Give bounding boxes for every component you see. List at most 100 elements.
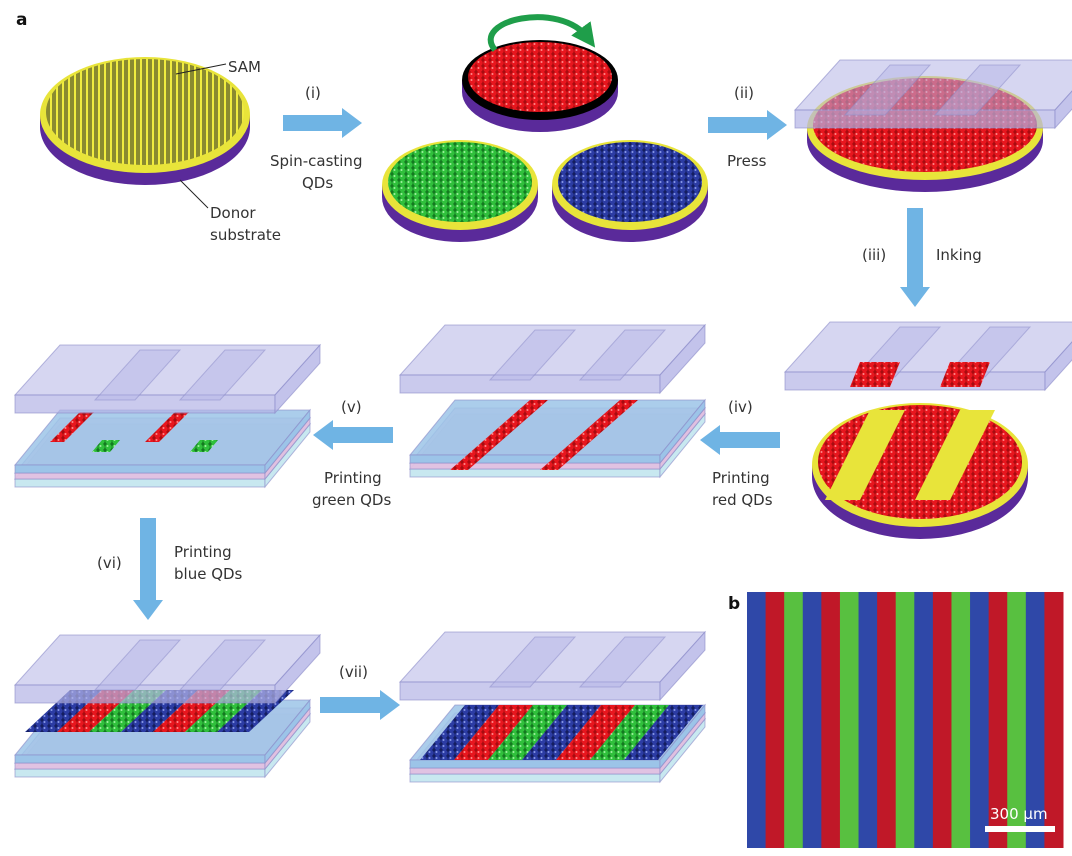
blue-stripe <box>522 705 601 760</box>
panel-label-b: b <box>728 594 741 614</box>
sub-red-layer1-top <box>408 399 707 456</box>
red-stripe <box>50 412 94 442</box>
micrograph-stripe-red <box>932 592 952 848</box>
sub-green-layer2-front <box>14 472 266 480</box>
stamp-v-ridge <box>488 329 577 381</box>
red-stripe <box>145 412 189 442</box>
stamp-lifted-ridge <box>578 636 667 688</box>
sub-red-layer2-front <box>409 462 661 470</box>
donor-label-1: Donor <box>210 204 256 222</box>
stamp-blue-ridge <box>178 639 267 691</box>
spin-arrow-icon <box>487 14 596 52</box>
arrow-step-vi <box>133 518 163 620</box>
inked-stripe <box>940 362 990 387</box>
stamp-blue-ridge <box>93 639 182 691</box>
print-red-label-1: Printing <box>712 469 770 487</box>
press-stamp-ridge <box>843 64 932 116</box>
null-qd-layer <box>388 142 532 222</box>
sub-green-layer1-side <box>264 408 311 475</box>
inked-stripe <box>850 362 900 387</box>
micrograph-stripe-green <box>951 592 971 848</box>
red-stripe <box>556 705 635 760</box>
step-ii-label: (ii) <box>734 84 755 102</box>
arrow-step-ii <box>708 110 787 140</box>
stamp-lifted-ridge <box>488 636 577 688</box>
stamp-blue-body-front <box>14 684 276 704</box>
stamp-green-ridge <box>178 349 267 401</box>
green-stripe <box>190 440 218 452</box>
micrograph-stripe-red <box>765 592 785 848</box>
scale-bar-label: 300 µm <box>990 805 1048 823</box>
donor-label-2: substrate <box>210 226 282 244</box>
sub-blue-layer1-side <box>264 698 311 765</box>
depleted-stripe <box>825 410 905 500</box>
blue-stripe <box>420 705 499 760</box>
panel-label-a: a <box>16 10 28 30</box>
sub-final-layer1-side <box>659 703 706 770</box>
#7a3aaa-qd-layer <box>46 59 244 165</box>
blue-stripe <box>624 705 703 760</box>
print-blue-label-1: Printing <box>174 543 232 561</box>
stamp-green-ridge <box>93 349 182 401</box>
arrow-step-v <box>313 420 393 450</box>
micrograph-stripe-blue <box>1025 592 1045 848</box>
sam-label: SAM <box>228 58 262 76</box>
green-stripe <box>488 705 567 760</box>
arrow-step-iii <box>900 208 930 307</box>
stamp-green-body-side <box>274 343 321 415</box>
press-stamp-body-side <box>1054 90 1072 130</box>
stamp-blue-body-side <box>274 633 321 705</box>
sub-final-glass-front <box>409 773 661 783</box>
sub-final-layer1-front <box>409 759 661 769</box>
sub-final-layer2-front <box>409 767 661 775</box>
stamp-v-body-side <box>659 323 706 395</box>
micrograph-stripe-red <box>988 592 1008 848</box>
micrograph-stripe-blue <box>914 592 934 848</box>
arrow-step-i <box>283 108 362 138</box>
micrograph-stripe-green <box>1007 592 1027 848</box>
red-stripe <box>450 400 548 470</box>
step-iii-label: (iii) <box>862 246 887 264</box>
print-green-label-1: Printing <box>324 469 382 487</box>
micrograph-stripe-red <box>877 592 897 848</box>
inking-label: Inking <box>936 246 982 264</box>
press-stamp-ridge <box>933 64 1022 116</box>
arrow-step-vii <box>320 690 400 720</box>
step-v-label: (v) <box>341 398 362 416</box>
micrograph-stripe-red <box>1044 592 1064 848</box>
red-stripe <box>454 705 533 760</box>
print-red-label-2: red QDs <box>712 491 773 509</box>
sub-blue-layer2-front <box>14 762 266 770</box>
depleted-stripe <box>915 410 995 500</box>
sub-blue-glass-front <box>14 768 266 778</box>
spin-label-2: QDs <box>302 174 334 192</box>
sub-red-layer1-front <box>409 454 661 464</box>
inked-stamp-body-front <box>784 371 1046 391</box>
spin-label-1: Spin-casting <box>270 152 363 170</box>
micrograph-stripe-blue <box>747 592 767 848</box>
green-stripe <box>92 440 120 452</box>
micrograph-stripe-green <box>839 592 860 848</box>
sub-blue-layer1-front <box>14 754 266 764</box>
sub-green-glass-front <box>14 478 266 488</box>
stamp-lifted-body-side <box>659 630 706 702</box>
step-vi-label: (vi) <box>97 554 122 572</box>
sub-red-layer1-side <box>659 398 706 465</box>
micrograph-stripe-green <box>784 592 804 848</box>
step-iv-label: (iv) <box>728 398 753 416</box>
sub-green-layer1-front <box>14 464 266 474</box>
print-green-label-2: green QDs <box>312 491 392 509</box>
stamp-green-body-front <box>14 394 276 414</box>
micrograph-stripe-green <box>895 592 915 848</box>
press-stamp-body-front <box>794 109 1056 129</box>
press-label: Press <box>727 152 767 170</box>
inked-stamp-body-side <box>1044 341 1072 392</box>
micrograph-stripe-blue <box>802 592 822 848</box>
micrograph-stripe-red <box>821 592 841 848</box>
micrograph-stripe-blue <box>970 592 990 848</box>
scale-bar <box>985 826 1055 832</box>
press-stamp-body-top <box>793 59 1072 111</box>
sam-pointer <box>175 63 227 75</box>
stamp-v-ridge <box>578 329 667 381</box>
